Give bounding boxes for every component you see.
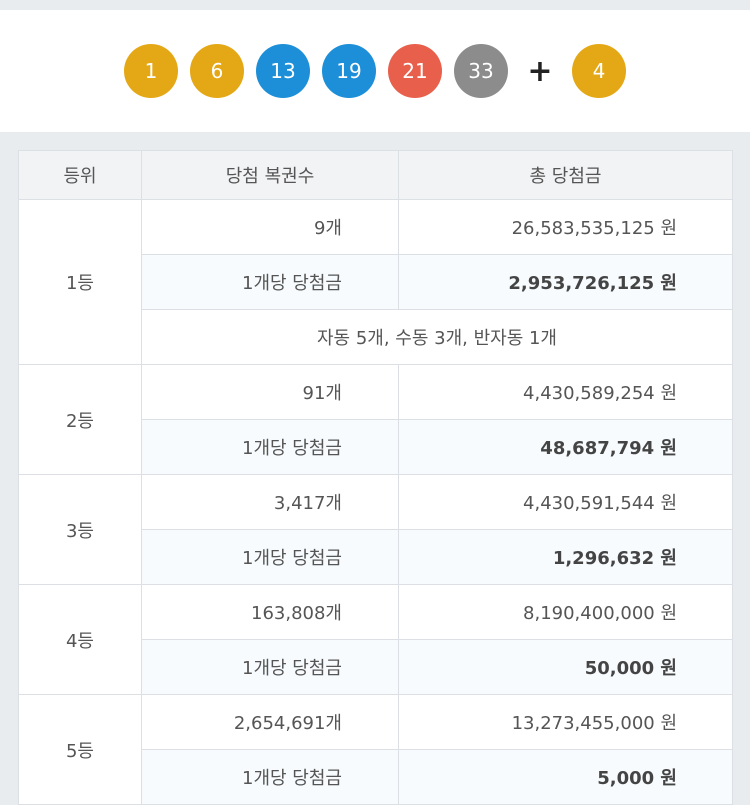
per-winner-label: 1개당 당첨금 bbox=[141, 419, 399, 475]
rank-cell: 1등 bbox=[18, 199, 142, 365]
per-winner-label: 1개당 당첨금 bbox=[141, 749, 399, 805]
per-winner-label: 1개당 당첨금 bbox=[141, 639, 399, 695]
winners-count: 3,417개 bbox=[141, 474, 399, 530]
per-winner-prize: 48,687,794 원 bbox=[398, 419, 733, 475]
per-winner-prize: 5,000 원 bbox=[398, 749, 733, 805]
per-winner-label: 1개당 당첨금 bbox=[141, 529, 399, 585]
table-row: 자동 5개, 수동 3개, 반자동 1개 bbox=[19, 309, 733, 365]
rank-cell: 3등 bbox=[18, 474, 142, 585]
number-ball: 13 bbox=[256, 44, 310, 98]
table-row: 1개당 당첨금 48,687,794 원 bbox=[19, 419, 733, 475]
table-header-row: 등위 당첨 복권수 총 당첨금 bbox=[18, 150, 733, 200]
header-rank: 등위 bbox=[18, 150, 142, 200]
header-total-prize: 총 당첨금 bbox=[398, 150, 733, 200]
table-row: 2등 91개 4,430,589,254 원 bbox=[18, 364, 733, 475]
plus-sign: + bbox=[527, 53, 553, 89]
rank-cell: 2등 bbox=[18, 364, 142, 475]
table-row: 1개당 당첨금 2,953,726,125 원 bbox=[19, 254, 733, 310]
total-prize: 13,273,455,000 원 bbox=[398, 694, 733, 750]
top-strip bbox=[0, 0, 750, 10]
winners-count: 91개 bbox=[141, 364, 399, 420]
winners-count: 163,808개 bbox=[141, 584, 399, 640]
number-ball: 33 bbox=[454, 44, 508, 98]
table-row: 5등 2,654,691개 13,273,455,000 원 bbox=[18, 694, 733, 805]
number-ball: 19 bbox=[322, 44, 376, 98]
number-ball: 1 bbox=[124, 44, 178, 98]
rank-cell: 5등 bbox=[18, 694, 142, 805]
total-prize: 4,430,589,254 원 bbox=[398, 364, 733, 420]
purchase-type-note: 자동 5개, 수동 3개, 반자동 1개 bbox=[141, 309, 733, 365]
number-ball: 21 bbox=[388, 44, 442, 98]
total-prize: 8,190,400,000 원 bbox=[398, 584, 733, 640]
number-ball: 6 bbox=[190, 44, 244, 98]
table-row: 1개당 당첨금 50,000 원 bbox=[19, 639, 733, 695]
prize-table-container: 등위 당첨 복권수 총 당첨금 1등 9개 26,583,535,125 원 1… bbox=[18, 150, 733, 805]
per-winner-prize: 50,000 원 bbox=[398, 639, 733, 695]
total-prize: 26,583,535,125 원 bbox=[398, 199, 733, 255]
winners-count: 2,654,691개 bbox=[141, 694, 399, 750]
per-winner-label: 1개당 당첨금 bbox=[141, 254, 399, 310]
table-row: 1등 9개 26,583,535,125 원 bbox=[18, 199, 733, 365]
per-winner-prize: 2,953,726,125 원 bbox=[398, 254, 733, 310]
header-winners: 당첨 복권수 bbox=[141, 150, 399, 200]
winners-count: 9개 bbox=[141, 199, 399, 255]
per-winner-prize: 1,296,632 원 bbox=[398, 529, 733, 585]
prize-table: 등위 당첨 복권수 총 당첨금 1등 9개 26,583,535,125 원 1… bbox=[18, 150, 733, 805]
table-row: 1개당 당첨금 1,296,632 원 bbox=[19, 529, 733, 585]
total-prize: 4,430,591,544 원 bbox=[398, 474, 733, 530]
bonus-number-ball: 4 bbox=[572, 44, 626, 98]
table-row: 3등 3,417개 4,430,591,544 원 bbox=[18, 474, 733, 585]
table-row: 4등 163,808개 8,190,400,000 원 bbox=[18, 584, 733, 695]
winning-numbers-panel: 1 6 13 19 21 33 + 4 bbox=[0, 10, 750, 132]
rank-cell: 4등 bbox=[18, 584, 142, 695]
